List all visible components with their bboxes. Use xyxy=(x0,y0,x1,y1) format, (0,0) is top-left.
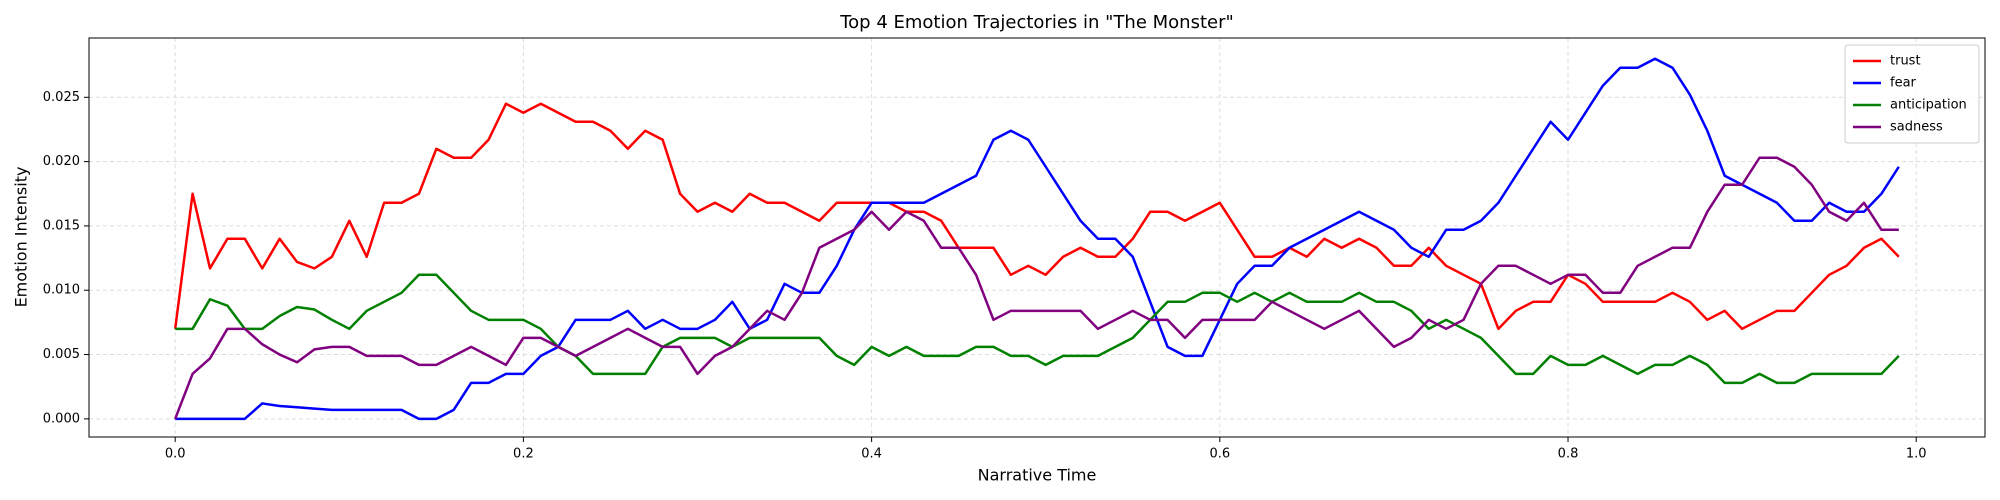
x-tick-label: 0.4 xyxy=(861,447,882,462)
chart-title: Top 4 Emotion Trajectories in "The Monst… xyxy=(839,12,1234,33)
x-tick-label: 0.2 xyxy=(513,447,534,462)
legend: trust fear anticipation sadness xyxy=(1844,44,1980,144)
legend-label: anticipation xyxy=(1890,98,1967,113)
series-line xyxy=(175,57,1900,421)
x-tick-label: 1.0 xyxy=(1906,447,1927,462)
series-line xyxy=(173,102,1900,331)
y-tick-label: 0.020 xyxy=(43,154,80,169)
y-tick-label: 0.010 xyxy=(43,283,80,298)
series-line xyxy=(174,156,1899,420)
x-tick-label: 0.8 xyxy=(1558,447,1579,462)
y-axis-label: Emotion Intensity xyxy=(12,167,31,308)
x-axis-label: Narrative Time xyxy=(978,466,1097,485)
y-tick-label: 0.000 xyxy=(43,411,80,426)
x-tick-label: 0.0 xyxy=(165,447,186,462)
x-tick-label: 0.6 xyxy=(1209,447,1230,462)
y-tick-label: 0.015 xyxy=(43,218,80,233)
y-tick-label: 0.025 xyxy=(43,90,80,105)
legend-label: sadness xyxy=(1890,120,1943,135)
legend-box xyxy=(1844,44,1980,144)
plot-frame xyxy=(88,37,1986,438)
legend-label: fear xyxy=(1890,76,1917,91)
y-tick-label: 0.005 xyxy=(43,347,80,362)
legend-label: trust xyxy=(1890,54,1921,69)
series-line xyxy=(175,273,1900,385)
